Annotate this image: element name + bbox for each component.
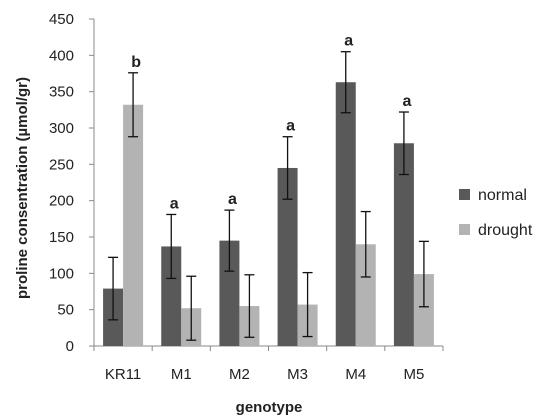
significance-label: a xyxy=(228,191,237,208)
bar-drought-M4 xyxy=(355,244,376,346)
legend-label-normal: normal xyxy=(478,187,527,204)
significance-label: a xyxy=(402,93,411,110)
significance-label: a xyxy=(286,118,295,135)
bar-drought-KR11 xyxy=(123,104,144,346)
x-axis-title: genotype xyxy=(236,399,303,416)
bar-normal-M1 xyxy=(161,246,182,346)
y-tick-label: 50 xyxy=(57,302,74,319)
bar-normal-M5 xyxy=(393,143,414,346)
legend-swatch-drought xyxy=(459,224,470,235)
y-axis-title: proline consentration (µmol/gr) xyxy=(14,77,31,299)
bar-normal-M4 xyxy=(335,82,356,346)
y-tick-label: 100 xyxy=(49,265,74,282)
legend-swatch-normal xyxy=(459,189,470,200)
legend: normal drought xyxy=(459,187,533,239)
x-tick-label: M3 xyxy=(287,366,308,383)
y-tick-label: 250 xyxy=(49,156,74,173)
y-tick-label: 400 xyxy=(49,47,74,64)
bar-normal-M2 xyxy=(219,240,240,346)
legend-label-drought: drought xyxy=(478,222,533,239)
significance-labels: a a a a a b xyxy=(131,33,411,213)
x-axis: KR11 M1 M2 M3 M4 M5 xyxy=(93,345,444,383)
x-tick-label: KR11 xyxy=(105,366,141,383)
y-axis: 0 50 100 150 200 250 300 350 400 450 xyxy=(49,11,95,355)
significance-label: b xyxy=(131,54,141,71)
significance-label: a xyxy=(344,33,353,50)
x-tick-label: M5 xyxy=(403,366,424,383)
y-tick-label: 200 xyxy=(49,193,74,210)
y-tick-label: 350 xyxy=(49,84,74,101)
bar-normal-M3 xyxy=(277,167,298,346)
x-tick-label: M4 xyxy=(345,366,366,383)
y-tick-label: 150 xyxy=(49,229,74,246)
significance-label: a xyxy=(170,195,179,212)
bar-drought-M5 xyxy=(413,274,434,346)
x-tick-label: M1 xyxy=(171,366,192,383)
y-tick-label: 300 xyxy=(49,120,74,137)
x-tick-label: M2 xyxy=(229,366,250,383)
y-tick-label: 0 xyxy=(66,338,74,355)
bars xyxy=(103,51,434,346)
y-tick-label: 450 xyxy=(49,11,74,28)
